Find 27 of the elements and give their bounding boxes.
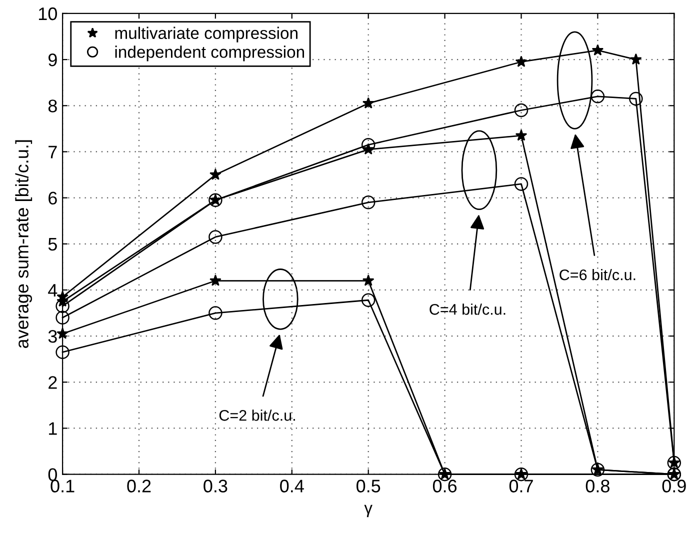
y-tick-label: 1 bbox=[49, 422, 57, 435]
legend-label: multivariate compression bbox=[115, 26, 298, 42]
x-tick-label: 0.3 bbox=[204, 480, 228, 492]
y-axis-title: average sum-rate [bit/c.u.] bbox=[15, 140, 32, 348]
y-tick-label: 6 bbox=[48, 192, 57, 205]
x-tick-label: 0.1 bbox=[50, 480, 74, 492]
x-tick-label: 0.6 bbox=[432, 480, 457, 492]
y-tick-label: 0 bbox=[48, 468, 57, 482]
legend-label: independent compression bbox=[115, 46, 304, 62]
y-tick-label: 7 bbox=[48, 146, 57, 158]
annotation: C=4 bit/c.u. bbox=[430, 304, 506, 315]
annotation: C=6 bit/c.u. bbox=[560, 269, 636, 280]
x-tick-label: 0.2 bbox=[127, 480, 151, 492]
y-tick-label: 8 bbox=[48, 100, 57, 112]
x-tick-label: 0.4 bbox=[280, 480, 304, 492]
x-axis-title: γ bbox=[364, 504, 372, 518]
y-tick-label: 3 bbox=[48, 330, 57, 343]
x-tick-label: 0.5 bbox=[356, 480, 380, 492]
y-tick-label: 2 bbox=[48, 376, 57, 389]
y-tick-label: 4 bbox=[48, 284, 58, 297]
y-tick-label: 5 bbox=[48, 238, 57, 251]
annotation: C=2 bit/c.u. bbox=[219, 410, 295, 421]
x-tick-label: 0.9 bbox=[662, 480, 686, 492]
y-tick-label: 10 bbox=[38, 7, 57, 20]
x-tick-label: 0.7 bbox=[509, 480, 533, 492]
y-tick-label: 9 bbox=[48, 53, 57, 66]
x-tick-label: 0.8 bbox=[586, 480, 610, 492]
